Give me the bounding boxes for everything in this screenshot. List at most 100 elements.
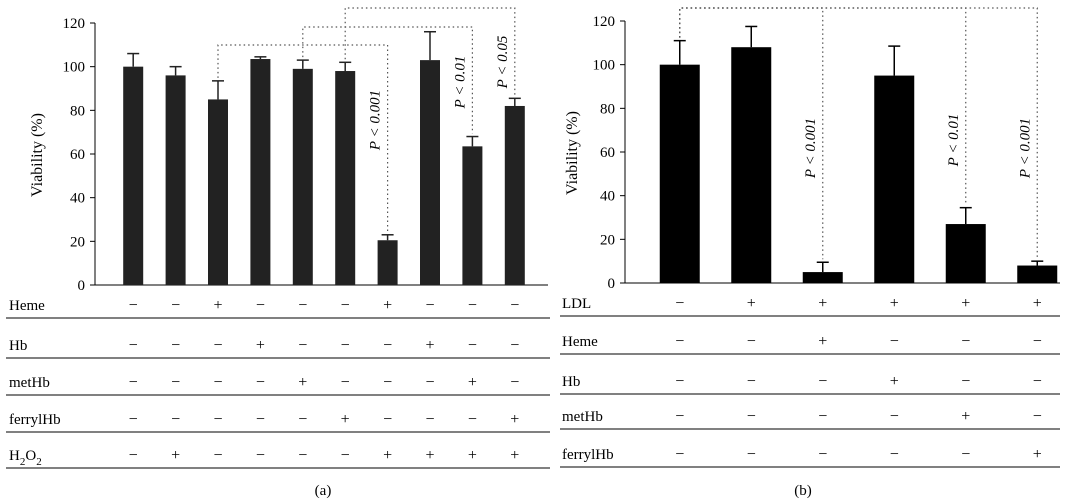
- bar: [874, 75, 915, 283]
- y-tick-label: 0: [608, 276, 616, 292]
- condition-label: metHb: [562, 409, 603, 425]
- significance-bracket: [679, 7, 1038, 259]
- significance-bracket: [217, 44, 389, 232]
- condition-symbol: −: [468, 297, 477, 314]
- condition-symbol: +: [383, 447, 392, 464]
- condition-symbol: +: [890, 295, 899, 312]
- bar: [802, 272, 843, 283]
- condition-symbol: −: [383, 374, 392, 391]
- condition-symbol: −: [890, 446, 899, 463]
- condition-symbol: −: [341, 447, 350, 464]
- condition-symbol: −: [256, 447, 265, 464]
- condition-symbol: −: [818, 408, 827, 425]
- p-value-label: P < 0.001: [1017, 118, 1033, 179]
- condition-symbol: +: [213, 297, 222, 314]
- condition-symbol: −: [1033, 333, 1042, 350]
- significance-bracket: [302, 26, 473, 134]
- condition-label: ferrylHb: [562, 447, 614, 463]
- condition-symbol: −: [961, 333, 970, 350]
- condition-symbol: −: [129, 337, 138, 354]
- condition-symbol: +: [818, 333, 827, 350]
- bar: [292, 68, 313, 285]
- condition-symbol: −: [425, 297, 434, 314]
- condition-symbol: −: [675, 373, 684, 390]
- y-tick-label: 60: [600, 145, 615, 161]
- condition-symbol: −: [129, 447, 138, 464]
- condition-label: Heme: [9, 298, 45, 314]
- condition-symbol: +: [171, 447, 180, 464]
- condition-symbol: +: [383, 297, 392, 314]
- y-tick-label: 120: [593, 14, 616, 30]
- condition-symbol: −: [747, 373, 756, 390]
- bar: [250, 59, 271, 286]
- condition-symbol: −: [468, 337, 477, 354]
- condition-symbol: −: [256, 411, 265, 428]
- condition-symbol: +: [747, 295, 756, 312]
- condition-label: metHb: [9, 375, 50, 391]
- bar: [731, 47, 772, 284]
- condition-symbol: −: [747, 408, 756, 425]
- condition-symbol: −: [961, 373, 970, 390]
- bar: [659, 64, 700, 284]
- y-tick-label: 100: [593, 58, 616, 74]
- condition-symbol: −: [341, 337, 350, 354]
- bar: [208, 99, 228, 286]
- y-tick-label: 100: [63, 60, 86, 76]
- panel-label: (a): [315, 483, 332, 499]
- condition-symbol: −: [129, 297, 138, 314]
- panel-a-chart: 0 20 40 60 80 100 120 Viability (%) P < 0.001 P <…: [6, 7, 550, 499]
- condition-symbol: −: [468, 411, 477, 428]
- condition-symbol: −: [341, 297, 350, 314]
- condition-symbol: −: [213, 374, 222, 391]
- y-tick-label: 120: [63, 16, 86, 32]
- condition-symbol: −: [298, 411, 307, 428]
- condition-symbol: −: [675, 333, 684, 350]
- panel-label: (b): [794, 483, 812, 499]
- condition-symbol: −: [129, 374, 138, 391]
- y-tick-label: 20: [70, 234, 85, 250]
- condition-symbol: −: [256, 297, 265, 314]
- condition-symbol: +: [961, 408, 970, 425]
- y-tick-label: 60: [70, 147, 85, 163]
- condition-symbol: +: [468, 447, 477, 464]
- condition-symbol: −: [747, 333, 756, 350]
- condition-label: Heme: [562, 334, 598, 350]
- condition-symbol: −: [298, 447, 307, 464]
- p-value-label: P < 0.01: [452, 56, 468, 110]
- condition-symbol: +: [425, 337, 434, 354]
- condition-symbol: −: [675, 408, 684, 425]
- bar: [462, 146, 483, 285]
- y-tick-label: 40: [70, 191, 85, 207]
- y-tick-label: 80: [70, 103, 85, 119]
- condition-label: Hb: [9, 338, 27, 354]
- condition-symbol: −: [129, 411, 138, 428]
- panel-b-chart: 0 20 40 60 80 100 120 Viability (%) P < 0.001 P <…: [560, 7, 1060, 499]
- bar: [335, 71, 356, 286]
- y-tick-label: 80: [600, 101, 615, 117]
- condition-label: ferrylHb: [9, 412, 61, 428]
- condition-label: LDL: [562, 296, 591, 312]
- condition-symbol: +: [341, 411, 350, 428]
- condition-symbol: −: [171, 337, 180, 354]
- condition-symbol: −: [383, 411, 392, 428]
- bar: [945, 224, 986, 283]
- p-value-label: P < 0.001: [368, 90, 384, 151]
- condition-symbol: +: [1033, 446, 1042, 463]
- condition-symbol: −: [510, 297, 519, 314]
- condition-symbol: −: [747, 446, 756, 463]
- p-value-label: P < 0.05: [495, 35, 511, 89]
- condition-symbol: −: [213, 411, 222, 428]
- y-tick-label: 20: [600, 232, 615, 248]
- condition-label: Hb: [562, 374, 580, 390]
- condition-symbol: −: [171, 411, 180, 428]
- condition-symbol: −: [961, 446, 970, 463]
- condition-symbol: −: [510, 337, 519, 354]
- condition-symbol: −: [298, 297, 307, 314]
- condition-symbol: −: [1033, 408, 1042, 425]
- condition-symbol: +: [425, 447, 434, 464]
- condition-symbol: +: [510, 447, 519, 464]
- y-tick-label: 0: [78, 278, 86, 294]
- y-axis-label: Viability (%): [564, 111, 581, 195]
- condition-symbol: −: [256, 374, 265, 391]
